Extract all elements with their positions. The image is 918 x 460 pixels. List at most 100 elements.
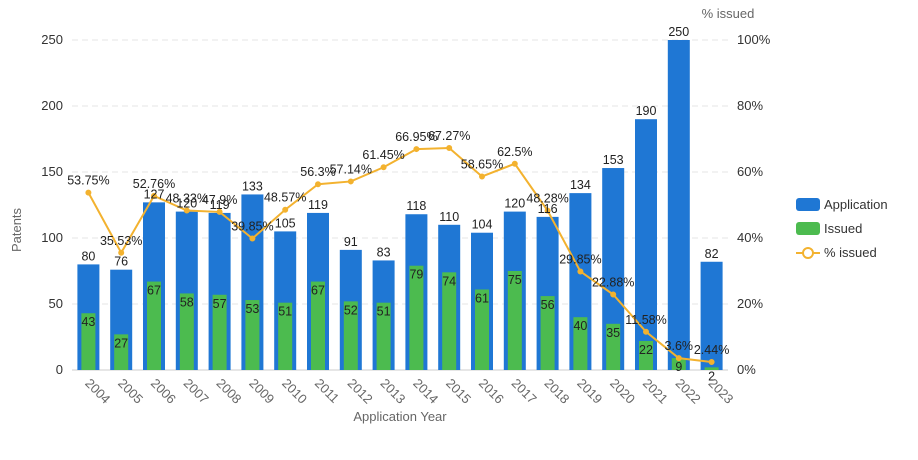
- data-label-issued: 67: [311, 284, 325, 298]
- bar-application: [667, 40, 690, 370]
- legend-label-application[interactable]: Application: [824, 197, 888, 212]
- pct-issued-line: [87, 146, 712, 363]
- data-label-issued: 67: [147, 284, 161, 298]
- y2-tick-label: 40%: [737, 230, 763, 245]
- data-label-application: 119: [308, 198, 328, 212]
- bar-issued: [343, 301, 358, 370]
- data-label-application: 104: [472, 218, 493, 232]
- data-label-pct-issued: 62.5%: [497, 145, 532, 159]
- x-tick-label: 2023: [705, 376, 736, 407]
- data-label-issued: 56: [541, 298, 555, 312]
- data-label-application: 116: [538, 202, 558, 216]
- x-tick-label: 2008: [213, 376, 244, 407]
- legend: Application Issued % issued: [796, 197, 888, 260]
- y-tick-label: 50: [49, 296, 63, 311]
- data-label-pct-issued: 56.3%: [300, 165, 335, 179]
- bar-application: [635, 119, 657, 370]
- x-tick-label: 2012: [345, 376, 376, 407]
- pct-issued-point: [413, 146, 420, 153]
- pct-issued-point: [544, 207, 551, 214]
- bar-issued: [573, 317, 588, 370]
- data-label-issued: 35: [606, 326, 620, 340]
- x-tick-label: 2013: [377, 376, 408, 407]
- bars-layer: [77, 40, 723, 370]
- data-label-pct-issued: 67.27%: [428, 129, 470, 143]
- bar-issued: [311, 281, 325, 370]
- bar-issued: [114, 334, 129, 370]
- data-label-application: 120: [504, 197, 525, 211]
- pct-issued-point: [216, 208, 223, 215]
- data-label-pct-issued: 52.76%: [133, 177, 175, 191]
- x-tick-label: 2004: [82, 376, 113, 407]
- data-label-issued: 9: [675, 360, 682, 374]
- data-label-issued: 74: [442, 274, 456, 288]
- data-label-application: 153: [603, 153, 624, 167]
- data-label-pct-issued: 61.45%: [362, 148, 404, 162]
- pct-issued-point: [708, 358, 715, 365]
- data-label-application: 105: [275, 216, 296, 230]
- data-label-issued: 52: [344, 303, 358, 317]
- y2-tick-label: 20%: [737, 296, 763, 311]
- y2-tick-label: 100%: [737, 32, 771, 47]
- bar-issued: [278, 302, 293, 370]
- data-label-application: 110: [439, 210, 459, 224]
- legend-label-issued[interactable]: Issued: [824, 221, 862, 236]
- data-label-issued: 40: [573, 319, 587, 333]
- pct-issued-point: [118, 249, 125, 256]
- bar-issued: [606, 323, 621, 370]
- x-tick-label: 2010: [279, 376, 310, 407]
- data-label-issued: 57: [213, 297, 227, 311]
- data-label-pct-issued: 22.88%: [592, 275, 634, 289]
- data-label-pct-issued: 39.85%: [231, 219, 273, 233]
- data-label-application: 134: [570, 178, 591, 192]
- data-label-application: 133: [242, 179, 263, 193]
- x-tick-label: 2007: [181, 376, 212, 407]
- data-label-application: 91: [344, 235, 358, 249]
- data-label-application: 76: [114, 255, 128, 269]
- bar-issued: [704, 367, 719, 370]
- y2-tick-label: 80%: [737, 98, 763, 113]
- data-label-pct-issued: 48.57%: [264, 191, 306, 205]
- data-label-application: 118: [406, 199, 426, 213]
- bar-application: [700, 261, 723, 370]
- data-label-pct-issued: 3.6%: [665, 339, 694, 353]
- data-label-issued: 58: [180, 295, 194, 309]
- y-axis-title: Patents: [9, 207, 24, 252]
- y2-axis-title: % issued: [702, 6, 755, 21]
- data-label-pct-issued: 11.58%: [625, 313, 666, 327]
- pct-issued-point: [249, 235, 256, 242]
- data-label-application: 250: [668, 25, 689, 39]
- data-label-application: 82: [705, 247, 719, 261]
- y-tick-label: 200: [41, 98, 63, 113]
- bar-issued: [409, 265, 424, 370]
- data-label-application: 127: [144, 187, 165, 201]
- bar-issued: [179, 293, 194, 370]
- data-label-pct-issued: 53.75%: [67, 174, 109, 188]
- x-tick-label: 2016: [476, 376, 507, 407]
- data-label-application: 80: [81, 249, 95, 263]
- x-tick-label: 2014: [410, 376, 441, 407]
- bar-issued: [376, 302, 391, 370]
- data-label-issued: 79: [409, 268, 423, 282]
- data-label-application: 83: [377, 245, 391, 259]
- data-label-pct-issued: 2.44%: [694, 343, 729, 357]
- legend-label-pct-issued[interactable]: % issued: [824, 245, 877, 260]
- pct-issued-point: [315, 181, 321, 188]
- pct-issued-point: [643, 328, 649, 335]
- bar-issued: [671, 358, 686, 370]
- y-tick-label: 150: [41, 164, 63, 179]
- data-label-pct-issued: 35.53%: [100, 234, 142, 248]
- pct-issued-point: [183, 207, 190, 214]
- bar-issued: [540, 296, 555, 370]
- legend-swatch-pct-marker: [802, 247, 814, 259]
- bar-issued: [639, 340, 653, 370]
- bar-issued: [442, 272, 457, 370]
- x-tick-label: 2021: [640, 376, 671, 407]
- legend-swatch-issued: [796, 222, 820, 235]
- data-label-issued: 27: [114, 336, 128, 350]
- data-label-pct-issued: 66.95%: [395, 130, 437, 144]
- bar-issued: [507, 271, 522, 370]
- pct-issued-point: [577, 268, 584, 275]
- legend-swatch-application: [796, 198, 820, 211]
- data-label-issued: 2: [708, 369, 715, 383]
